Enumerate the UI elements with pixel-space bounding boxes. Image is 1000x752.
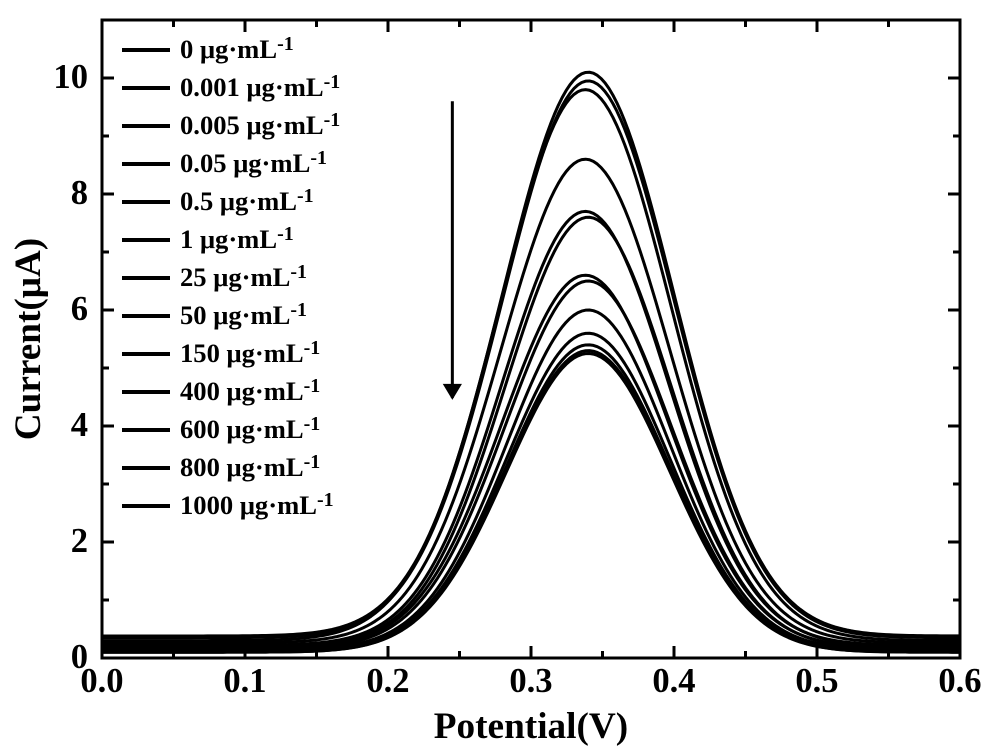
legend-label: 800 μg·mL-1 [180,451,320,482]
svg-text:6: 6 [71,290,88,328]
x-axis-label: Potential(V) [434,706,628,747]
dpv-chart: 0.00.10.20.30.40.50.60246810Potential(V)… [0,0,1000,752]
svg-text:0.3: 0.3 [509,662,552,700]
legend-label: 150 μg·mL-1 [180,337,320,368]
legend-label: 0.05 μg·mL-1 [180,147,327,178]
svg-text:2: 2 [71,522,88,560]
legend-label: 25 μg·mL-1 [180,261,307,292]
legend-label: 50 μg·mL-1 [180,299,307,330]
svg-text:0.6: 0.6 [938,662,981,700]
svg-text:0.1: 0.1 [223,662,266,700]
legend-label: 600 μg·mL-1 [180,413,320,444]
svg-text:8: 8 [71,174,88,212]
svg-text:4: 4 [71,406,88,444]
y-axis-label: Current(μA) [8,238,49,440]
legend-label: 0.5 μg·mL-1 [180,185,314,216]
legend-label: 1000 μg·mL-1 [180,489,334,520]
svg-text:0.5: 0.5 [795,662,838,700]
svg-text:0.4: 0.4 [652,662,695,700]
legend-label: 1 μg·mL-1 [180,223,294,254]
legend-label: 0 μg·mL-1 [180,33,294,64]
legend-label: 400 μg·mL-1 [180,375,320,406]
svg-text:10: 10 [53,58,88,96]
figure-container: 0.00.10.20.30.40.50.60246810Potential(V)… [0,0,1000,752]
legend-label: 0.001 μg·mL-1 [180,71,340,102]
svg-text:0.2: 0.2 [366,662,409,700]
svg-text:0: 0 [71,638,88,676]
legend-label: 0.005 μg·mL-1 [180,109,340,140]
